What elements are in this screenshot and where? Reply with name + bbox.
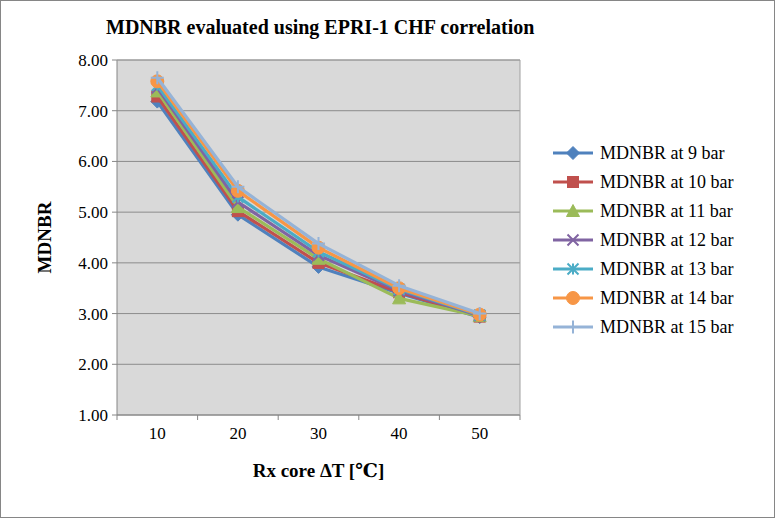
y-tick [112, 313, 117, 314]
series-line [157, 97, 479, 317]
series-line [157, 91, 479, 316]
grid-line [117, 60, 520, 61]
y-tick [112, 415, 117, 416]
x-axis [117, 415, 520, 416]
legend: MDNBR at 9 bar MDNBR at 10 bar MDNBR at 11… [553, 143, 734, 337]
y-tick-label: 3.00 [78, 305, 108, 324]
x-tick [439, 415, 440, 420]
x-tick [117, 415, 118, 420]
x-tick-label: 30 [310, 424, 327, 443]
series-line [157, 78, 479, 314]
y-tick-label: 1.00 [78, 406, 108, 425]
x-tick-label: 50 [471, 424, 488, 443]
data-point [473, 307, 486, 320]
x-tick [278, 415, 279, 420]
series-line [157, 85, 479, 315]
legend-label: MDNBR at 14 bar [600, 288, 734, 308]
x-tick [358, 415, 359, 420]
data-point [231, 180, 244, 193]
grid-line [117, 415, 520, 416]
data-point [312, 237, 325, 250]
grid-line [117, 161, 520, 162]
legend-label: MDNBR at 15 bar [600, 317, 734, 337]
y-tick-label: 5.00 [78, 203, 108, 222]
plot-area [117, 60, 520, 415]
y-tick [112, 364, 117, 365]
y-tick [112, 161, 117, 162]
grid-line [117, 212, 520, 213]
y-axis [117, 60, 118, 415]
legend-marker [567, 205, 580, 217]
y-tick-label: 8.00 [78, 51, 108, 70]
legend-marker [567, 321, 580, 334]
x-tick [197, 415, 198, 420]
plot-frame [520, 60, 521, 415]
plot-frame [117, 60, 520, 61]
grid-line [117, 364, 520, 365]
x-tick [520, 415, 521, 420]
x-axis-label: Rx core ΔT [℃] [253, 460, 385, 481]
legend-marker [568, 264, 579, 275]
legend-label: MDNBR at 9 bar [600, 143, 725, 163]
y-tick [112, 212, 117, 213]
series-line [157, 81, 479, 314]
y-tick [112, 60, 117, 61]
y-tick [112, 262, 117, 263]
x-tick-label: 10 [149, 424, 166, 443]
data-point [393, 279, 406, 292]
data-point [151, 71, 164, 84]
y-tick-label: 4.00 [78, 254, 108, 273]
legend-label: MDNBR at 13 bar [600, 259, 734, 279]
title: MDNBR evaluated using EPRI-1 CHF correla… [106, 16, 534, 39]
chart-border [1, 1, 775, 518]
legend-marker [567, 147, 580, 160]
y-tick-label: 2.00 [78, 355, 108, 374]
series-line [157, 88, 479, 316]
legend-label: MDNBR at 10 bar [600, 172, 734, 192]
legend-label: MDNBR at 12 bar [600, 230, 734, 250]
chart: 1.00 2.00 3.00 4.00 5.00 6.00 7.00 8.00 10 20 30 40… [0, 0, 775, 518]
y-tick-label: 6.00 [78, 152, 108, 171]
legend-marker [568, 235, 579, 246]
legend-marker [568, 177, 579, 188]
legend-label: MDNBR at 11 bar [600, 201, 733, 221]
legend-marker [567, 292, 580, 305]
y-tick-label: 7.00 [78, 102, 108, 121]
series-line [157, 102, 479, 318]
y-tick [112, 110, 117, 111]
y-axis-label: MDNBR [34, 201, 55, 273]
x-tick-label: 40 [391, 424, 408, 443]
marks [151, 71, 486, 323]
x-tick-label: 20 [229, 424, 246, 443]
